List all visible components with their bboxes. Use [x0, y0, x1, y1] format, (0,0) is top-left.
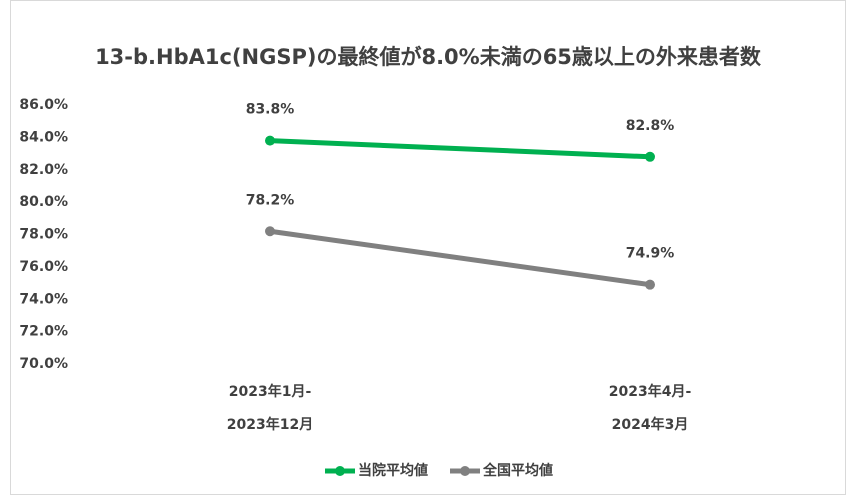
series-line — [267, 138, 653, 160]
y-tick-label: 74.0% — [19, 291, 68, 307]
y-tick-label: 86.0% — [19, 97, 68, 113]
data-label: 74.9% — [626, 246, 675, 262]
data-label: 78.2% — [246, 192, 295, 208]
data-point — [265, 226, 275, 237]
y-tick-label: 70.0% — [19, 356, 68, 372]
data-label: 83.8% — [246, 102, 295, 118]
x-tick-label: 2024年3月 — [612, 416, 689, 433]
legend-label: 全国平均値 — [482, 462, 553, 479]
series-line — [267, 228, 653, 288]
x-tick-label: 2023年12月 — [227, 416, 313, 433]
data-point — [265, 135, 275, 146]
y-tick-label: 80.0% — [19, 194, 68, 210]
legend-label: 当院平均値 — [358, 462, 428, 479]
y-tick-label: 76.0% — [19, 259, 68, 275]
y-tick-label: 82.0% — [19, 162, 68, 178]
legend-marker — [335, 466, 345, 476]
y-tick-label: 78.0% — [19, 227, 68, 243]
data-point — [645, 279, 655, 290]
data-point — [645, 151, 655, 162]
y-tick-label: 72.0% — [19, 324, 68, 340]
chart-title: 13-b.HbA1c(NGSP)の最終値が8.0%未満の65歳以上の外来患者数 — [95, 45, 762, 69]
chart-border — [10, 0, 846, 495]
y-tick-label: 84.0% — [19, 129, 68, 145]
x-tick-label: 2023年1月- — [229, 383, 312, 400]
x-tick-label: 2023年4月- — [609, 383, 692, 400]
legend-marker — [460, 466, 470, 476]
data-label: 82.8% — [626, 118, 675, 134]
